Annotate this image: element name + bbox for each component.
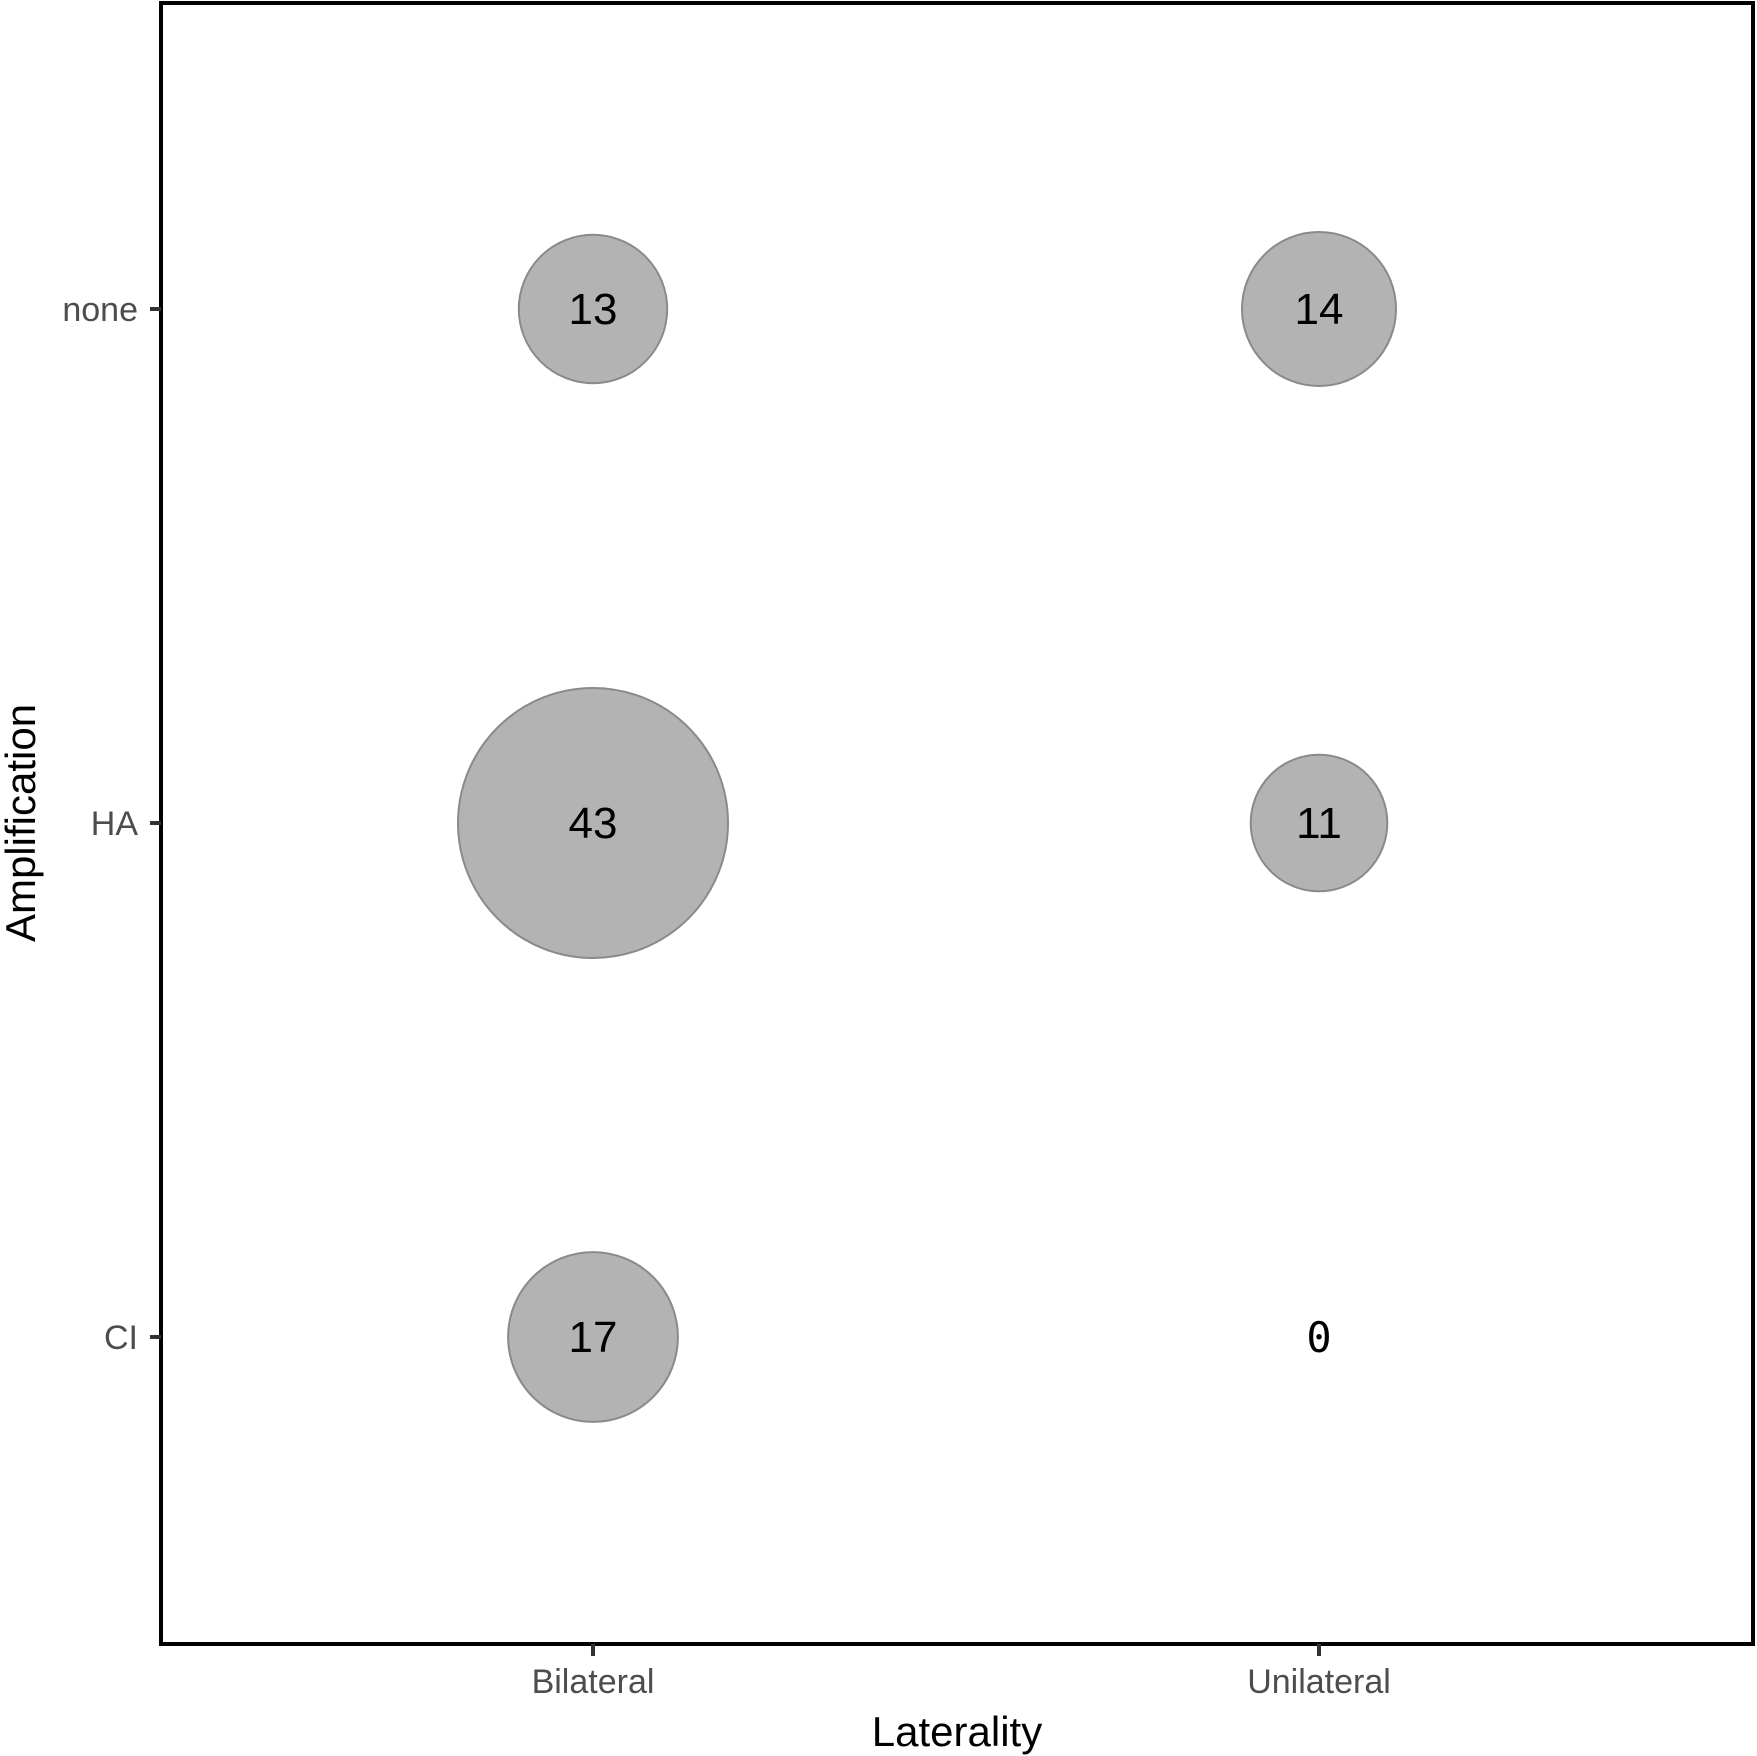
bubble-label-bilateral-ha: 43 bbox=[569, 799, 618, 848]
y-axis: none HA CI bbox=[62, 291, 161, 1357]
x-tick-label-bilateral: Bilateral bbox=[532, 1663, 655, 1701]
x-axis-title: Laterality bbox=[872, 1708, 1042, 1755]
y-tick-label-ci: CI bbox=[104, 1319, 138, 1357]
bubble-bilateral-ha bbox=[457, 687, 729, 959]
bubble-label-unilateral-ci: 0 bbox=[1306, 1313, 1331, 1362]
bubble-unilateral-none bbox=[1241, 231, 1397, 387]
bubble-label-bilateral-ci: 17 bbox=[569, 1313, 618, 1362]
panel-border bbox=[159, 1, 1755, 1646]
y-tick-label-ha: HA bbox=[91, 805, 139, 843]
bubble-unilateral-ha bbox=[1249, 753, 1389, 893]
bubble-label-bilateral-none: 13 bbox=[569, 285, 618, 334]
bubble-bilateral-ci bbox=[507, 1251, 679, 1423]
y-axis-title: Amplification bbox=[0, 704, 44, 942]
bubble-label-unilateral-none: 14 bbox=[1295, 285, 1344, 334]
bubble-label-unilateral-ha: 11 bbox=[1296, 799, 1342, 848]
y-tick-label-none: none bbox=[62, 291, 138, 329]
x-axis: Bilateral Unilateral bbox=[532, 1644, 1391, 1701]
bubbles-layer: 13 14 43 11 17 0 bbox=[457, 231, 1397, 1423]
bubble-bilateral-none bbox=[517, 233, 669, 385]
x-tick-label-unilateral: Unilateral bbox=[1247, 1663, 1391, 1701]
